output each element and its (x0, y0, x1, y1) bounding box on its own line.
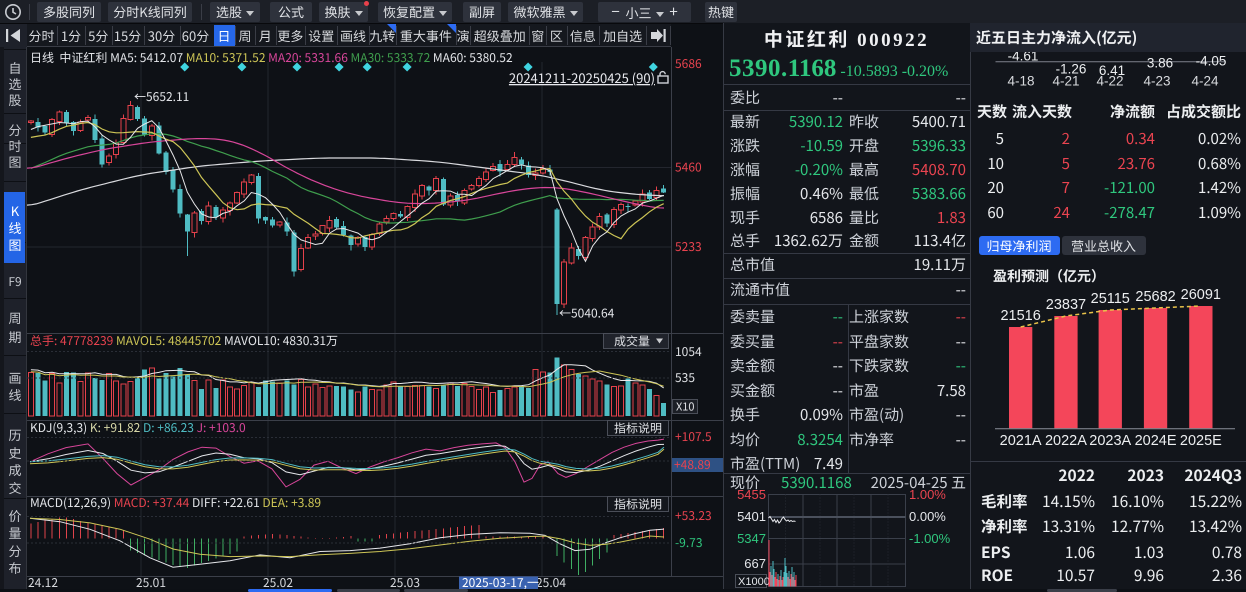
svg-text:-4.61: -4.61 (1008, 52, 1039, 64)
svg-text:-1.00%: -1.00% (909, 531, 951, 546)
svg-text:MACD(12,26,9) MACD: +37.44 DIF: MACD(12,26,9) MACD: +37.44 DIFF: +22.61 … (30, 494, 321, 511)
svg-text:2025-03-17,一: 2025-03-17,一 (462, 574, 539, 591)
svg-text:5460: 5460 (675, 159, 702, 176)
svg-text:2025E: 2025E (1180, 433, 1222, 449)
svg-text:4-21: 4-21 (1052, 74, 1079, 89)
svg-text:+107.5: +107.5 (675, 428, 712, 445)
svg-text:KDJ(9,3,3) K: +91.82 D: +86.23: KDJ(9,3,3) K: +91.82 D: +86.23 J: +103.0 (30, 419, 246, 436)
svg-text:5455: 5455 (737, 488, 766, 502)
svg-text:总手: 47778239 MAVOL5: 48445702: 总手: 47778239 MAVOL5: 48445702 MAVOL10: 4… (30, 332, 338, 349)
svg-text:24.12: 24.12 (28, 574, 58, 591)
svg-text:指标说明: 指标说明 (614, 420, 662, 437)
svg-text:25115: 25115 (1091, 291, 1130, 307)
svg-text:535: 535 (675, 369, 695, 386)
svg-text:23837: 23837 (1046, 297, 1086, 313)
svg-text:2024E: 2024E (1135, 433, 1177, 449)
svg-text:25.02: 25.02 (263, 574, 293, 591)
svg-text:20241211-20250425 (90): 20241211-20250425 (90) (509, 68, 655, 87)
svg-text:5401: 5401 (737, 509, 766, 524)
svg-text:-1.26: -1.26 (1056, 62, 1087, 77)
svg-text:2022A: 2022A (1045, 433, 1087, 449)
svg-text:667: 667 (744, 556, 766, 571)
svg-text:21516: 21516 (1000, 308, 1040, 324)
svg-text:1.00%: 1.00% (909, 488, 946, 502)
svg-text:25682: 25682 (1135, 289, 1175, 305)
svg-text:25.04: 25.04 (536, 574, 566, 591)
svg-text:成交量: 成交量 (614, 333, 650, 350)
svg-text:3.86: 3.86 (1147, 56, 1173, 71)
svg-text:4-18: 4-18 (1007, 74, 1034, 89)
svg-text:5686: 5686 (675, 55, 702, 72)
svg-text:指标说明: 指标说明 (614, 496, 662, 513)
svg-text:X10: X10 (676, 399, 695, 415)
svg-text:X1000: X1000 (738, 576, 770, 588)
svg-text:5233: 5233 (675, 238, 702, 255)
svg-text:5347: 5347 (737, 531, 766, 546)
svg-text:6.41: 6.41 (1099, 63, 1125, 78)
svg-text:+48.89: +48.89 (674, 456, 711, 473)
svg-text:←5040.64: ←5040.64 (559, 305, 615, 322)
svg-text:4-23: 4-23 (1143, 74, 1170, 89)
svg-text:2023A: 2023A (1089, 433, 1131, 449)
svg-text:26091: 26091 (1181, 288, 1221, 303)
svg-text:4-24: 4-24 (1191, 74, 1219, 89)
svg-text:25.03: 25.03 (390, 574, 420, 591)
svg-text:1054: 1054 (675, 343, 702, 360)
svg-text:0.00%: 0.00% (909, 509, 946, 524)
svg-text:-9.73: -9.73 (675, 534, 702, 551)
svg-text:4-22: 4-22 (1096, 74, 1123, 89)
svg-text:+53.23: +53.23 (675, 507, 712, 524)
svg-text:25.01: 25.01 (136, 574, 166, 591)
svg-text:←5652.11: ←5652.11 (134, 88, 189, 105)
svg-text:2021A: 2021A (1000, 433, 1042, 449)
svg-text:-4.05: -4.05 (1196, 54, 1227, 69)
